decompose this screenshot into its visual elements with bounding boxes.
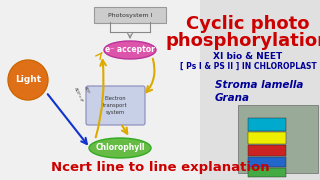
Text: ATP: ATP xyxy=(84,86,91,94)
Text: Light: Light xyxy=(15,75,41,84)
FancyBboxPatch shape xyxy=(248,157,286,167)
FancyBboxPatch shape xyxy=(248,145,286,156)
FancyBboxPatch shape xyxy=(248,132,286,144)
Text: [ Ps I & PS II ] IN CHLOROPLAST: [ Ps I & PS II ] IN CHLOROPLAST xyxy=(180,62,316,71)
Text: e⁻ acceptor: e⁻ acceptor xyxy=(105,46,155,55)
FancyBboxPatch shape xyxy=(248,118,286,131)
Text: Cyclic photo: Cyclic photo xyxy=(186,15,310,33)
Text: ADP+iP: ADP+iP xyxy=(73,87,83,103)
FancyBboxPatch shape xyxy=(86,86,145,125)
Text: Photosystem I: Photosystem I xyxy=(108,12,152,17)
Ellipse shape xyxy=(89,138,151,158)
Text: Grana: Grana xyxy=(215,93,250,103)
FancyBboxPatch shape xyxy=(248,168,286,177)
Circle shape xyxy=(8,60,48,100)
Ellipse shape xyxy=(104,41,156,59)
Text: Stroma lamella: Stroma lamella xyxy=(215,80,303,90)
Text: Chlorophyll: Chlorophyll xyxy=(95,143,145,152)
Text: Ncert line to line explanation: Ncert line to line explanation xyxy=(51,161,269,174)
FancyBboxPatch shape xyxy=(0,0,200,180)
FancyBboxPatch shape xyxy=(94,7,166,23)
Text: Electron
transport
system: Electron transport system xyxy=(103,96,128,115)
Text: XI bio & NEET: XI bio & NEET xyxy=(213,52,283,61)
FancyBboxPatch shape xyxy=(238,105,318,173)
Text: phosphorylation: phosphorylation xyxy=(165,32,320,50)
